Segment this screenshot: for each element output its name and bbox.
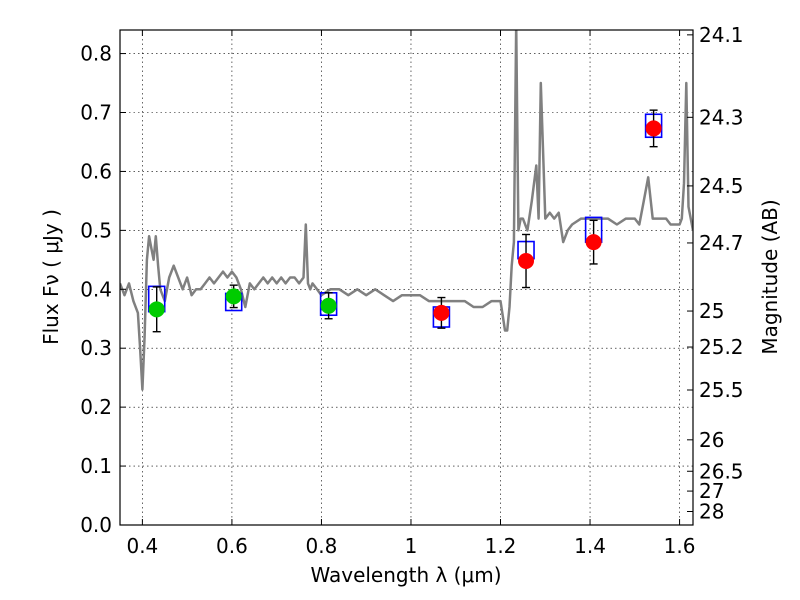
- right-axis-label: Magnitude (AB): [758, 199, 782, 354]
- x-tick-label: 1.6: [664, 534, 696, 558]
- y-tick-label: 0.0: [80, 513, 112, 537]
- data-point: [585, 234, 602, 251]
- x-tick-label: 1: [405, 534, 418, 558]
- data-point: [148, 301, 165, 318]
- x-tick-label: 0.8: [306, 534, 338, 558]
- right-tick-label: 27: [699, 479, 724, 503]
- right-tick-label: 26: [699, 428, 724, 452]
- y-tick-label: 0.5: [80, 218, 112, 242]
- y-tick-label: 0.7: [80, 101, 112, 125]
- right-tick-label: 24.3: [699, 105, 744, 129]
- y-axis-left: 0.0 0.1 0.2 0.3 0.4 0.5 0.6 0.7 0.8: [80, 42, 126, 537]
- data-layer: [120, 30, 693, 391]
- x-tick-label: 1.4: [574, 534, 606, 558]
- grid-lines: [120, 30, 693, 526]
- right-tick-label: 28: [699, 500, 724, 524]
- right-tick-label: 24.7: [699, 231, 744, 255]
- x-axis: 0.4 0.6 0.8 1 1.2 1.4 1.6: [126, 30, 695, 558]
- data-point: [433, 304, 450, 321]
- spectrum-line: [120, 30, 693, 391]
- y-tick-label: 0.1: [80, 454, 112, 478]
- y-tick-label: 0.3: [80, 336, 112, 360]
- right-tick-label: 24.5: [699, 174, 744, 198]
- right-tick-label: 24.1: [699, 23, 744, 47]
- y-axis-label: Flux Fν ( μJy ): [39, 209, 63, 345]
- x-tick-label: 1.2: [485, 534, 517, 558]
- y-tick-label: 0.6: [80, 159, 112, 183]
- right-tick-label: 25.2: [699, 335, 744, 359]
- data-point: [645, 120, 662, 137]
- right-tick-label: 26.5: [699, 459, 744, 483]
- right-tick-label: 25: [699, 299, 724, 323]
- x-tick-label: 0.6: [216, 534, 248, 558]
- y-tick-label: 0.2: [80, 395, 112, 419]
- right-tick-label: 25.5: [699, 378, 744, 402]
- y-tick-label: 0.8: [80, 42, 112, 66]
- data-point: [320, 297, 337, 314]
- y-tick-label: 0.4: [80, 277, 112, 301]
- x-axis-label: Wavelength λ (μm): [310, 563, 501, 587]
- data-point: [518, 253, 535, 269]
- x-tick-label: 0.4: [126, 534, 158, 558]
- data-point: [225, 288, 242, 305]
- plot-frame: [119, 29, 694, 526]
